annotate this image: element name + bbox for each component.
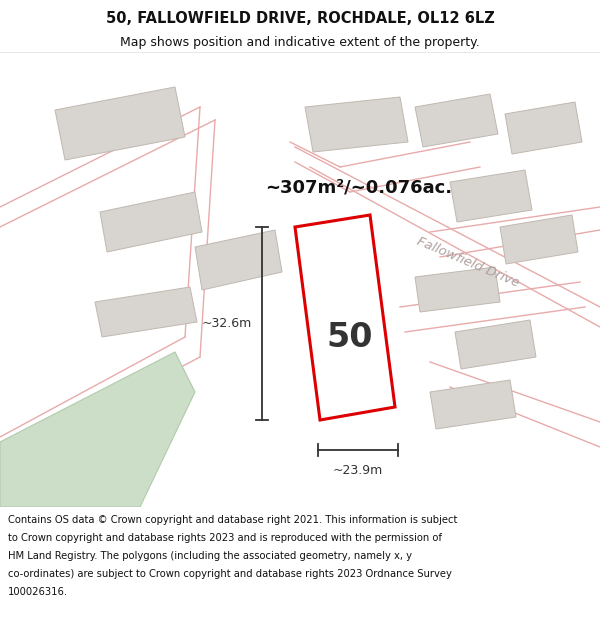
Text: ~32.6m: ~32.6m [202, 317, 252, 330]
Polygon shape [505, 102, 582, 154]
Polygon shape [450, 170, 532, 222]
Text: Fallowfield Drive: Fallowfield Drive [415, 234, 521, 289]
Text: 50, FALLOWFIELD DRIVE, ROCHDALE, OL12 6LZ: 50, FALLOWFIELD DRIVE, ROCHDALE, OL12 6L… [106, 11, 494, 26]
Text: ~23.9m: ~23.9m [333, 464, 383, 477]
Polygon shape [430, 380, 516, 429]
Polygon shape [55, 87, 185, 160]
Text: 50: 50 [327, 321, 373, 354]
Text: ~307m²/~0.076ac.: ~307m²/~0.076ac. [265, 178, 452, 196]
Polygon shape [295, 215, 395, 420]
Polygon shape [500, 215, 578, 264]
Text: 100026316.: 100026316. [8, 587, 68, 597]
Polygon shape [455, 320, 536, 369]
Text: Contains OS data © Crown copyright and database right 2021. This information is : Contains OS data © Crown copyright and d… [8, 515, 457, 525]
Text: to Crown copyright and database rights 2023 and is reproduced with the permissio: to Crown copyright and database rights 2… [8, 533, 442, 543]
Polygon shape [100, 192, 202, 252]
Polygon shape [95, 287, 197, 337]
Polygon shape [195, 230, 282, 290]
Polygon shape [0, 352, 195, 507]
Text: Map shows position and indicative extent of the property.: Map shows position and indicative extent… [120, 36, 480, 49]
Polygon shape [415, 267, 500, 312]
Polygon shape [415, 94, 498, 147]
Polygon shape [305, 97, 408, 152]
Text: co-ordinates) are subject to Crown copyright and database rights 2023 Ordnance S: co-ordinates) are subject to Crown copyr… [8, 569, 452, 579]
Text: HM Land Registry. The polygons (including the associated geometry, namely x, y: HM Land Registry. The polygons (includin… [8, 551, 412, 561]
